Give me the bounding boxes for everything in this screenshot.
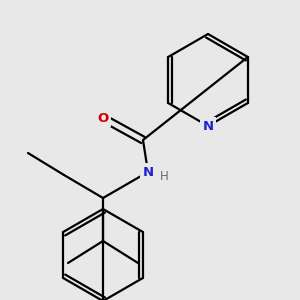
Text: N: N (142, 166, 154, 178)
Text: H: H (160, 170, 168, 184)
Text: O: O (98, 112, 109, 124)
Text: N: N (202, 119, 214, 133)
